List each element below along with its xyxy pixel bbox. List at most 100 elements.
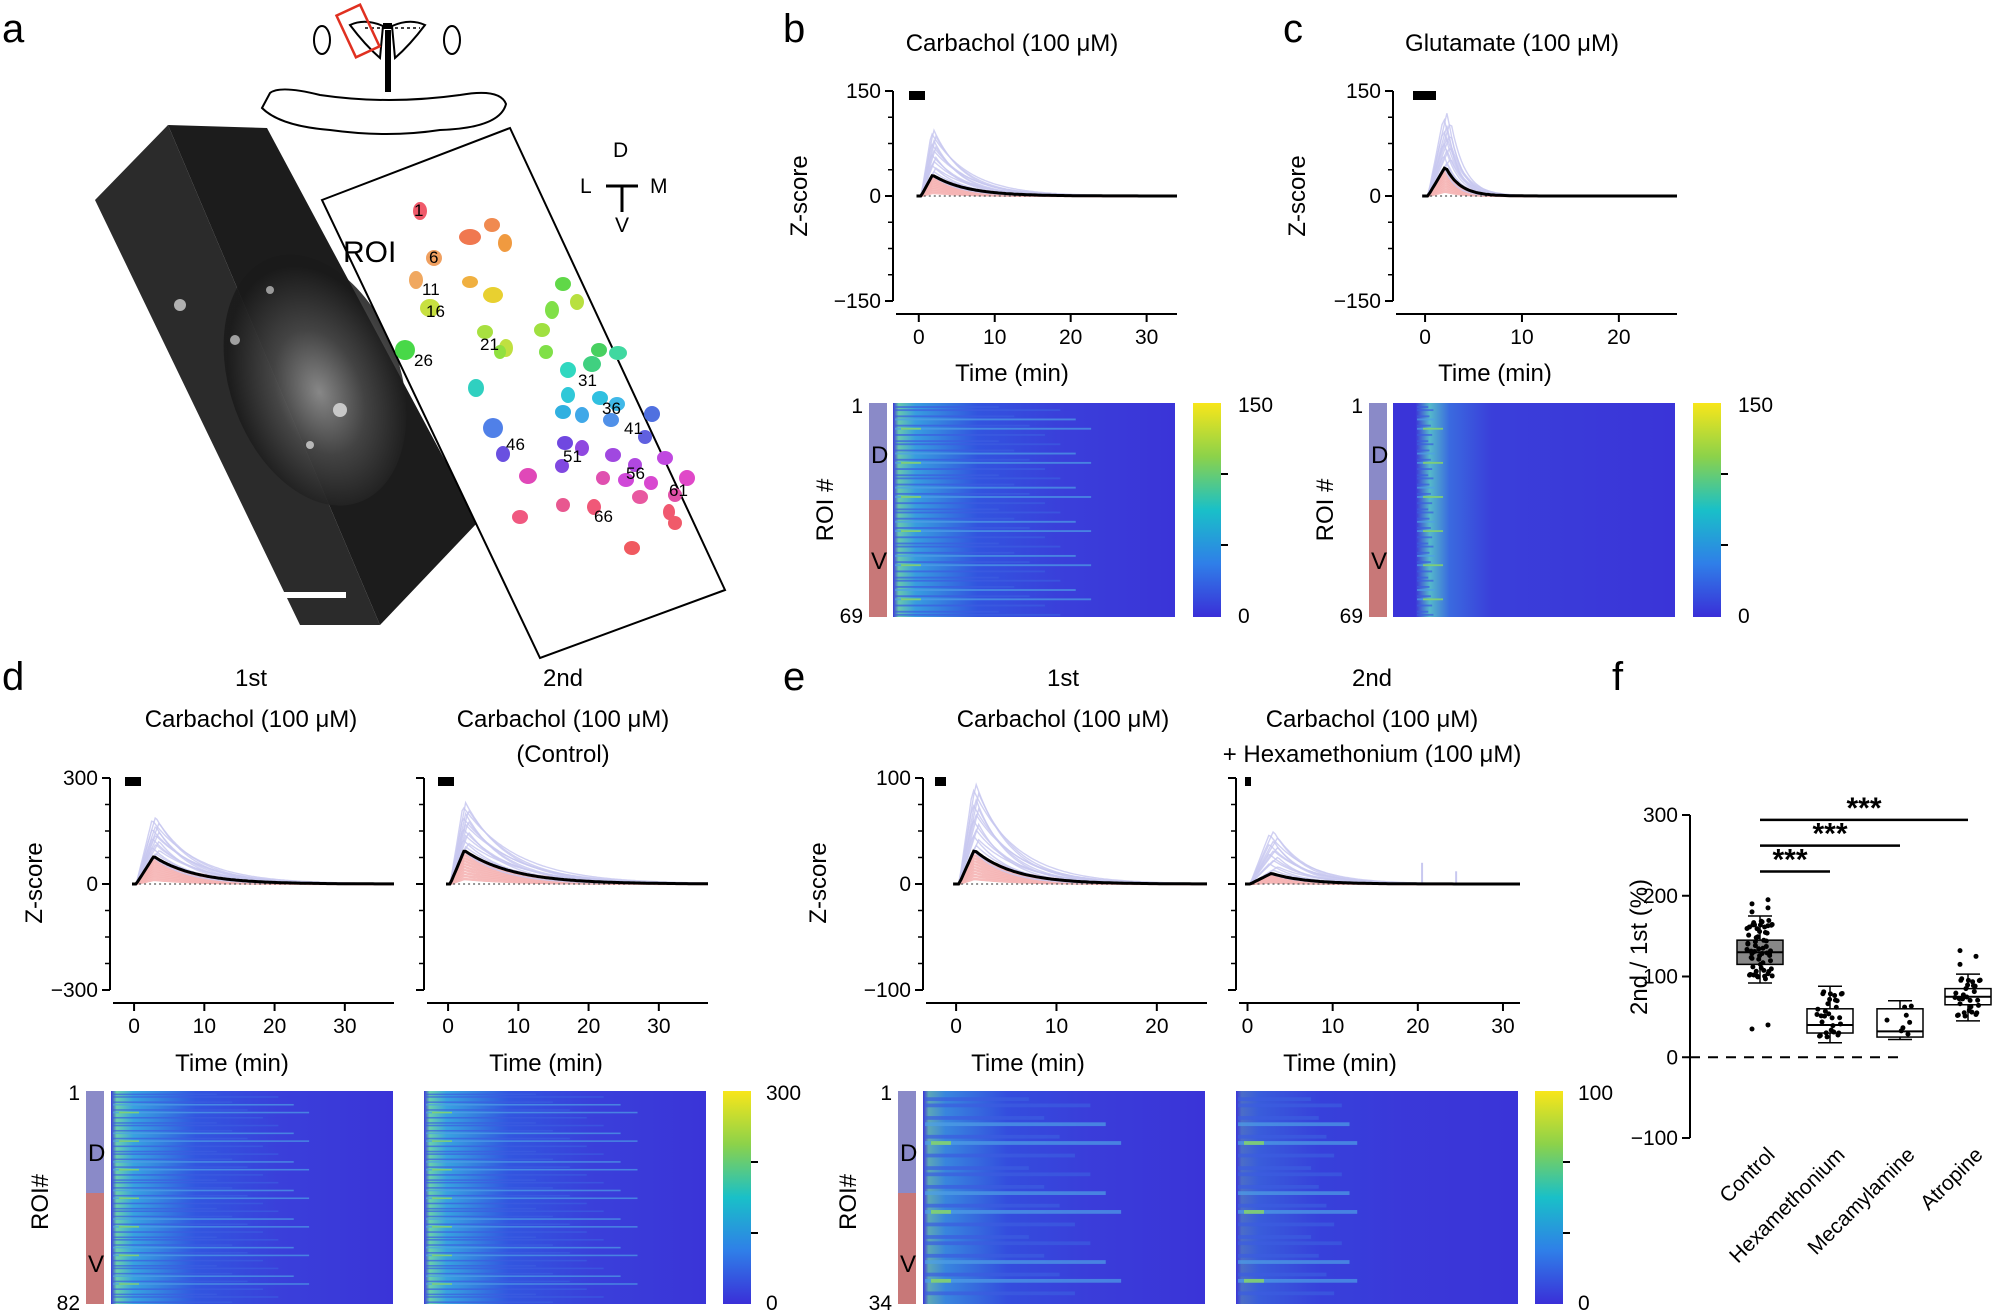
heatmap-row <box>426 1293 536 1296</box>
heatmap-row <box>426 1189 621 1192</box>
heatmap-row <box>1238 1191 1350 1195</box>
roi-number: 36 <box>602 399 621 418</box>
heatmap-row <box>895 449 1015 452</box>
heatmap-d: D V 1 82 ROI# 300 0 <box>27 1082 801 1314</box>
heatmap-row <box>895 461 1092 464</box>
heatmap-row <box>895 486 1076 489</box>
heatmap-row <box>1417 486 1435 489</box>
panel-letter-b: b <box>783 7 805 51</box>
heatmap-row <box>113 1246 294 1249</box>
y-tick-label: 300 <box>63 767 98 790</box>
data-point <box>1760 945 1766 951</box>
colorbar-d <box>723 1091 751 1304</box>
heatmap-row <box>895 418 1076 421</box>
heatmap-row <box>426 1122 536 1124</box>
heatmap-row <box>895 496 1092 498</box>
heatmap-row <box>113 1174 263 1176</box>
heatmap-row <box>925 1097 1029 1102</box>
panel-letter-f: f <box>1612 655 1624 699</box>
heatmap-hot <box>931 1210 951 1214</box>
heatmap-row <box>1417 483 1430 486</box>
roi-blobs <box>395 202 695 555</box>
drug-bar <box>438 777 454 786</box>
heatmap-row <box>895 536 1045 539</box>
heatmap-row <box>426 1116 587 1119</box>
mean-trace <box>446 849 708 886</box>
data-point <box>1827 991 1833 997</box>
data-point <box>1750 964 1756 970</box>
colorbar-b <box>1193 403 1221 617</box>
heatmap-row <box>1417 511 1434 514</box>
heatmap-row <box>426 1254 638 1257</box>
heatmap-row <box>426 1145 587 1148</box>
category-label: Control <box>1715 1143 1779 1207</box>
compass-dorsal: D <box>613 139 628 162</box>
x-tick-label: 20 <box>263 1015 286 1038</box>
brain-schematic-icon <box>260 2 508 135</box>
data-point <box>1837 1015 1843 1021</box>
data-point <box>1752 939 1758 945</box>
data-point <box>1839 990 1845 996</box>
data-point <box>1969 1009 1975 1015</box>
heatmap-row <box>1417 440 1429 443</box>
heatmap-row <box>113 1207 217 1210</box>
y-tick-label: 0 <box>869 185 881 208</box>
outlier-point <box>1765 905 1771 911</box>
roi-last: 82 <box>57 1292 80 1314</box>
heatmap-hot <box>901 564 921 567</box>
data-point <box>1970 979 1976 985</box>
heatmap-row <box>426 1252 570 1254</box>
y-tick-label: −100 <box>1631 1127 1678 1150</box>
heatmap-row <box>1417 520 1435 523</box>
data-point <box>1762 929 1768 935</box>
data-point <box>1907 1019 1913 1025</box>
heatmap-hot <box>1423 496 1443 498</box>
compass-lateral: L <box>580 175 592 198</box>
heatmap-row <box>426 1166 570 1168</box>
heatmap-row <box>1238 1166 1312 1170</box>
heatmap-row <box>895 551 1015 554</box>
heatmap-ylabel: ROI # <box>812 478 839 541</box>
heatmap-hot <box>901 598 921 601</box>
compass-ventral: V <box>615 214 629 237</box>
heatmap-row <box>895 589 1076 591</box>
heatmap-row <box>426 1202 587 1205</box>
data-point <box>1898 1028 1904 1034</box>
heatmap-hot <box>931 1278 951 1283</box>
heatmap-row <box>113 1223 248 1226</box>
heatmap-hot <box>901 530 921 533</box>
heatmap-row <box>1417 585 1430 588</box>
heatmap-row <box>113 1236 217 1239</box>
heatmap-row <box>1417 536 1433 539</box>
heatmap-row <box>1417 452 1435 455</box>
heatmap-row <box>895 517 1015 520</box>
heatmap-row <box>1417 409 1434 412</box>
x-tick-label: 20 <box>1406 1015 1429 1038</box>
y-tick-label: −300 <box>51 979 98 1002</box>
roi-number: 56 <box>626 464 645 483</box>
heatmap-c: D V 1 69 ROI # 150 0 <box>1312 394 1773 628</box>
heatmap-ylabel: ROI# <box>27 1173 54 1230</box>
outlier-point <box>1957 961 1963 967</box>
heatmap-row <box>113 1272 233 1275</box>
outlier-point <box>1749 909 1755 915</box>
category-label: Atropine <box>1916 1143 1988 1215</box>
heatmap-row <box>895 613 1061 616</box>
group-v: V <box>1371 548 1387 575</box>
heatmap-row <box>1238 1172 1342 1177</box>
data-point <box>1837 1021 1843 1027</box>
heatmap-row <box>426 1124 604 1127</box>
heatmap-row <box>113 1283 310 1285</box>
data-point <box>1960 992 1966 998</box>
heatmap-hot <box>119 1111 139 1114</box>
heatmap-row <box>1238 1103 1342 1108</box>
data-point <box>1970 983 1976 989</box>
heatmap-row <box>426 1161 621 1163</box>
data-point <box>1751 972 1757 978</box>
xlabel-e2: Time (min) <box>1283 1050 1397 1077</box>
data-point <box>1823 1030 1829 1036</box>
heatmap-hot <box>901 496 921 498</box>
heatmap-row <box>925 1260 1106 1264</box>
x-tick-label: 20 <box>1145 1015 1168 1038</box>
heatmap-row <box>113 1181 279 1184</box>
